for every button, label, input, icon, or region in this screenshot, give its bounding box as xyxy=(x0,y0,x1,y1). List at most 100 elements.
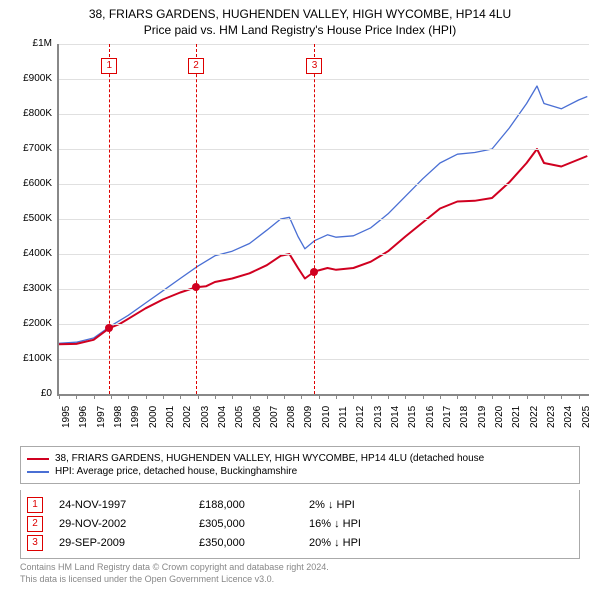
event-hpi-compare: 2% ↓ HPI xyxy=(309,499,355,511)
x-tick-label: 2000 xyxy=(148,406,159,428)
y-tick-label: £1M xyxy=(12,38,52,49)
chart-area: £0£100K£200K£300K£400K£500K£600K£700K£80… xyxy=(10,44,590,434)
event-row: 329-SEP-2009£350,00020% ↓ HPI xyxy=(27,535,573,551)
plot-area: 1 2 3 xyxy=(57,44,589,396)
x-tick-label: 2012 xyxy=(355,406,366,428)
x-tick-label: 2025 xyxy=(581,406,592,428)
x-tick xyxy=(163,394,164,399)
x-tick-label: 2018 xyxy=(459,406,470,428)
gridline xyxy=(59,254,589,255)
x-tick xyxy=(59,394,60,399)
x-tick-label: 2019 xyxy=(477,406,488,428)
legend-item-hpi: HPI: Average price, detached house, Buck… xyxy=(27,466,573,477)
x-tick xyxy=(579,394,580,399)
attribution-line-2: This data is licensed under the Open Gov… xyxy=(20,574,329,586)
x-tick xyxy=(457,394,458,399)
gridline xyxy=(59,114,589,115)
title-line-1: 38, FRIARS GARDENS, HUGHENDEN VALLEY, HI… xyxy=(0,6,600,22)
event-row: 124-NOV-1997£188,0002% ↓ HPI xyxy=(27,497,573,513)
event-line xyxy=(314,44,315,394)
event-marker-box: 1 xyxy=(101,58,117,74)
x-tick-label: 2007 xyxy=(269,406,280,428)
x-tick-label: 2021 xyxy=(511,406,522,428)
x-tick xyxy=(128,394,129,399)
x-tick-label: 2002 xyxy=(182,406,193,428)
x-tick-label: 2008 xyxy=(286,406,297,428)
x-tick xyxy=(336,394,337,399)
y-tick-label: £300K xyxy=(12,283,52,294)
x-tick-label: 2015 xyxy=(407,406,418,428)
x-tick-label: 2004 xyxy=(217,406,228,428)
sale-point-marker xyxy=(192,283,200,291)
event-line xyxy=(109,44,110,394)
x-tick xyxy=(423,394,424,399)
gridline xyxy=(59,359,589,360)
x-tick-label: 2014 xyxy=(390,406,401,428)
event-row-number: 2 xyxy=(27,516,43,532)
x-tick-label: 2022 xyxy=(529,406,540,428)
x-tick xyxy=(146,394,147,399)
x-tick xyxy=(544,394,545,399)
x-tick-label: 1997 xyxy=(96,406,107,428)
event-price: £350,000 xyxy=(199,537,309,549)
y-tick-label: £700K xyxy=(12,143,52,154)
x-tick xyxy=(371,394,372,399)
event-marker-box: 2 xyxy=(188,58,204,74)
x-tick xyxy=(284,394,285,399)
x-tick xyxy=(353,394,354,399)
y-tick-label: £200K xyxy=(12,318,52,329)
event-date: 29-NOV-2002 xyxy=(59,518,199,530)
y-tick-label: £400K xyxy=(12,248,52,259)
x-tick xyxy=(440,394,441,399)
y-tick-label: £0 xyxy=(12,388,52,399)
x-tick xyxy=(527,394,528,399)
legend-item-price-paid: 38, FRIARS GARDENS, HUGHENDEN VALLEY, HI… xyxy=(27,453,573,464)
x-tick-label: 2006 xyxy=(252,406,263,428)
sale-point-marker xyxy=(310,268,318,276)
legend-label: HPI: Average price, detached house, Buck… xyxy=(55,466,297,477)
legend-label: 38, FRIARS GARDENS, HUGHENDEN VALLEY, HI… xyxy=(55,453,484,464)
event-row: 229-NOV-2002£305,00016% ↓ HPI xyxy=(27,516,573,532)
x-tick-label: 2010 xyxy=(321,406,332,428)
x-tick xyxy=(111,394,112,399)
event-line xyxy=(196,44,197,394)
gridline xyxy=(59,149,589,150)
legend-swatch-icon xyxy=(27,458,49,460)
x-tick-label: 1999 xyxy=(130,406,141,428)
event-row-number: 1 xyxy=(27,497,43,513)
gridline xyxy=(59,324,589,325)
x-tick xyxy=(319,394,320,399)
x-tick-label: 2009 xyxy=(303,406,314,428)
legend-swatch-icon xyxy=(27,471,49,473)
attribution-line-1: Contains HM Land Registry data © Crown c… xyxy=(20,562,329,574)
x-tick xyxy=(215,394,216,399)
series-hpi xyxy=(59,86,587,343)
x-tick-label: 2005 xyxy=(234,406,245,428)
event-marker-box: 3 xyxy=(306,58,322,74)
gridline xyxy=(59,219,589,220)
x-tick-label: 2001 xyxy=(165,406,176,428)
event-hpi-compare: 20% ↓ HPI xyxy=(309,537,361,549)
x-tick xyxy=(301,394,302,399)
x-tick-label: 1995 xyxy=(61,406,72,428)
event-row-number: 3 xyxy=(27,535,43,551)
x-tick-label: 2023 xyxy=(546,406,557,428)
gridline xyxy=(59,79,589,80)
x-tick-label: 1998 xyxy=(113,406,124,428)
x-tick-label: 2016 xyxy=(425,406,436,428)
chart-page: { "title": { "line1": "38, FRIARS GARDEN… xyxy=(0,0,600,590)
x-tick-label: 1996 xyxy=(78,406,89,428)
attribution: Contains HM Land Registry data © Crown c… xyxy=(20,562,329,585)
event-hpi-compare: 16% ↓ HPI xyxy=(309,518,361,530)
x-tick xyxy=(405,394,406,399)
y-tick-label: £500K xyxy=(12,213,52,224)
x-tick-label: 2017 xyxy=(442,406,453,428)
x-tick xyxy=(232,394,233,399)
gridline xyxy=(59,184,589,185)
x-tick xyxy=(267,394,268,399)
x-tick-label: 2020 xyxy=(494,406,505,428)
x-tick xyxy=(509,394,510,399)
y-tick-label: £600K xyxy=(12,178,52,189)
x-tick-label: 2011 xyxy=(338,406,349,428)
title-line-2: Price paid vs. HM Land Registry's House … xyxy=(0,22,600,38)
